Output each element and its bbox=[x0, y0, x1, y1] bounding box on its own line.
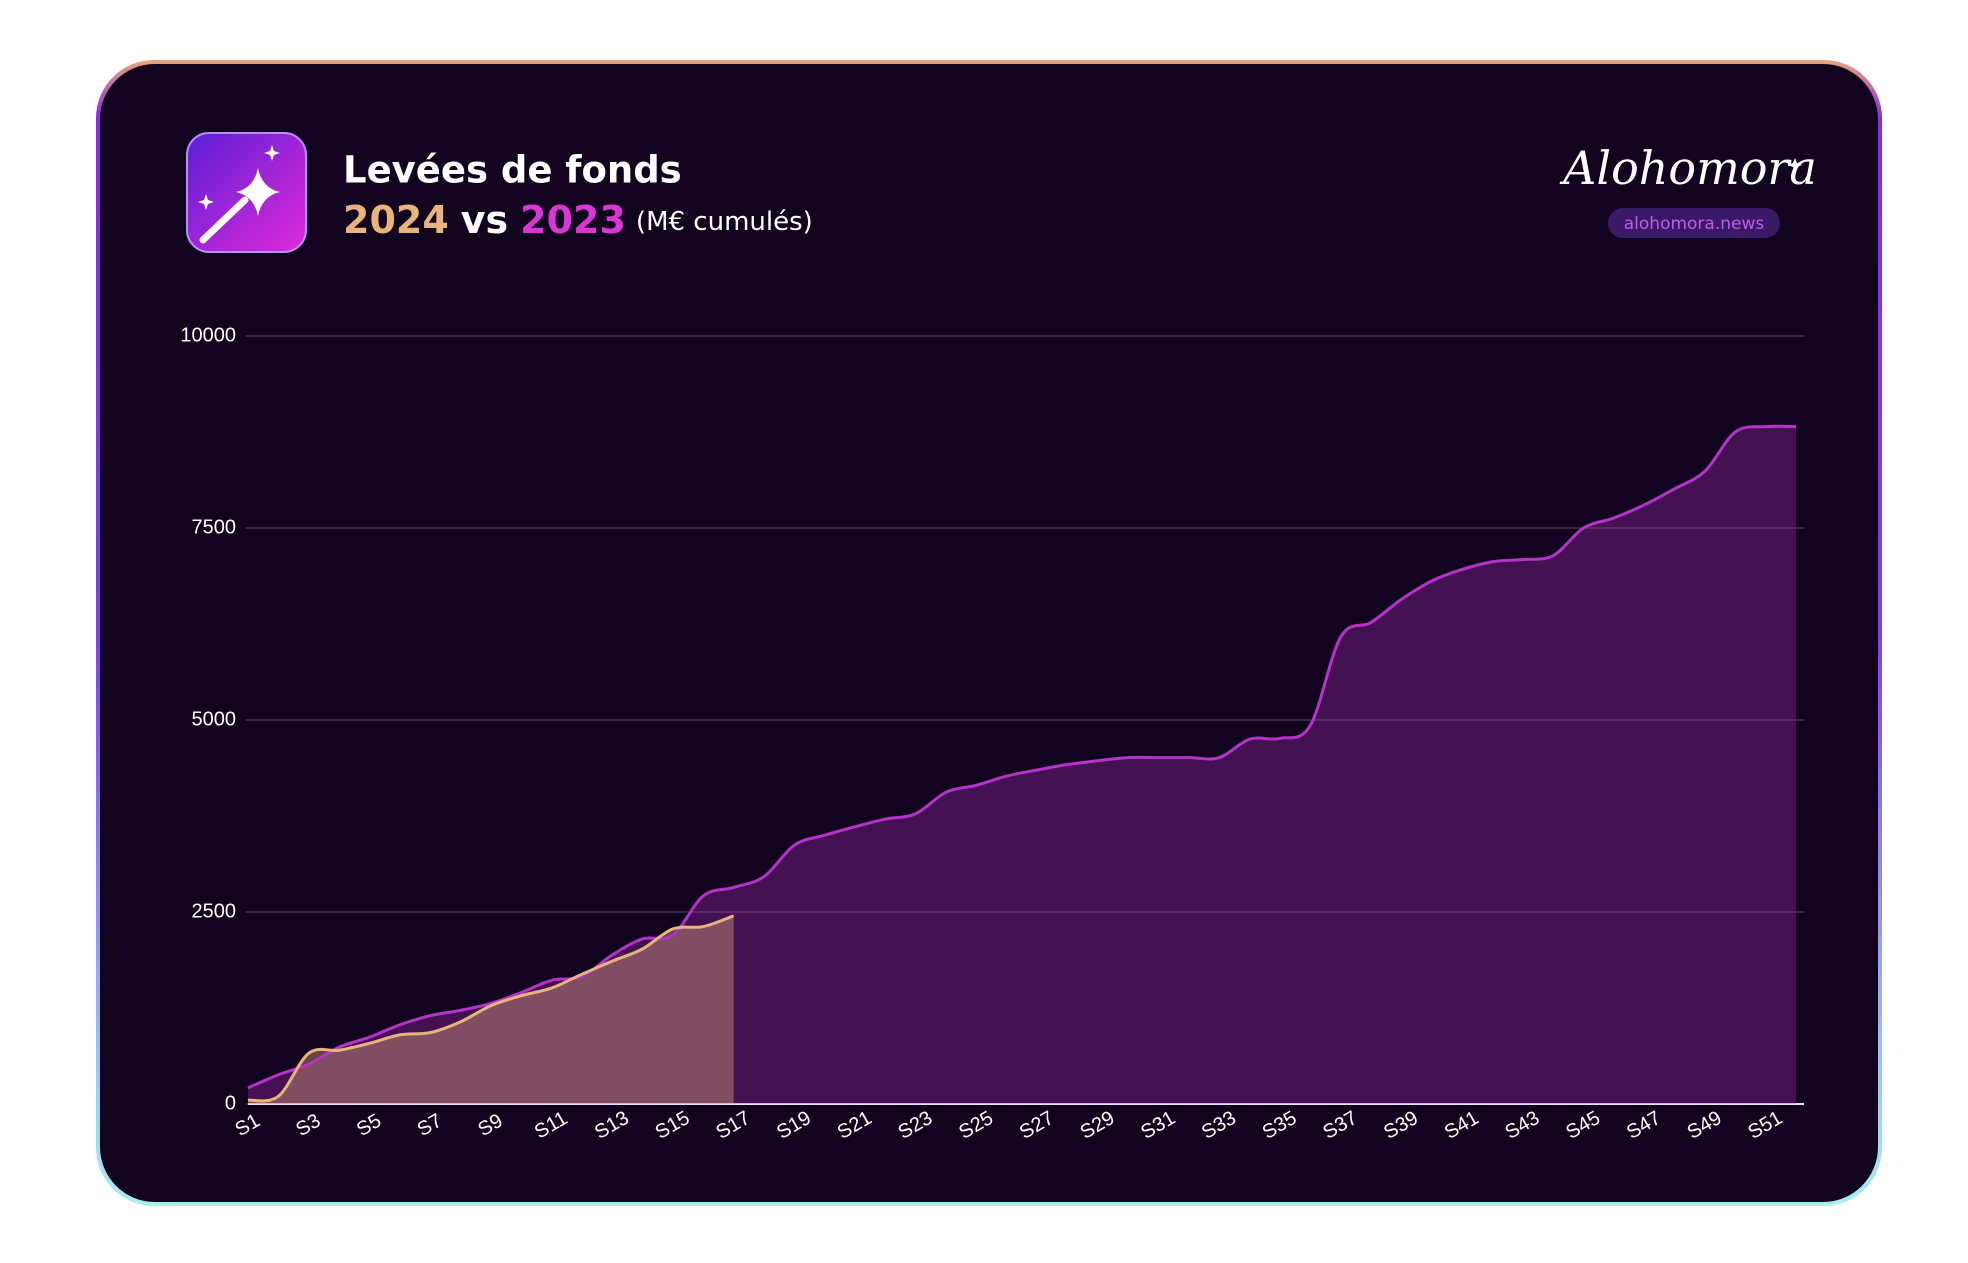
y-tick-label: 10000 bbox=[180, 324, 236, 346]
chart-title: Levées de fonds bbox=[343, 149, 682, 192]
y-tick-label: 2500 bbox=[192, 900, 237, 922]
brand-url[interactable]: alohomora.news bbox=[1624, 214, 1765, 234]
y-tick-label: 0 bbox=[225, 1092, 236, 1114]
brand-pill bbox=[1608, 208, 1780, 238]
area bbox=[248, 915, 734, 1104]
app-icon bbox=[186, 132, 307, 253]
y-tick-label: 7500 bbox=[192, 516, 237, 538]
subtitle-joiner: vs bbox=[461, 198, 508, 242]
subtitle: 2024 vs 2023 (M€ cumulés) bbox=[343, 198, 813, 242]
legend-2023: 2023 bbox=[520, 198, 626, 242]
line bbox=[247, 914, 735, 1103]
y-tick-label: 5000 bbox=[192, 708, 237, 730]
logo-sparkle bbox=[1788, 158, 1802, 172]
card bbox=[100, 64, 1878, 1202]
legend-2024: 2024 bbox=[343, 198, 449, 242]
brand-logo: Alohomora bbox=[1559, 141, 1817, 195]
line bbox=[247, 424, 1797, 1090]
unit-note: (M€ cumulés) bbox=[636, 207, 813, 237]
